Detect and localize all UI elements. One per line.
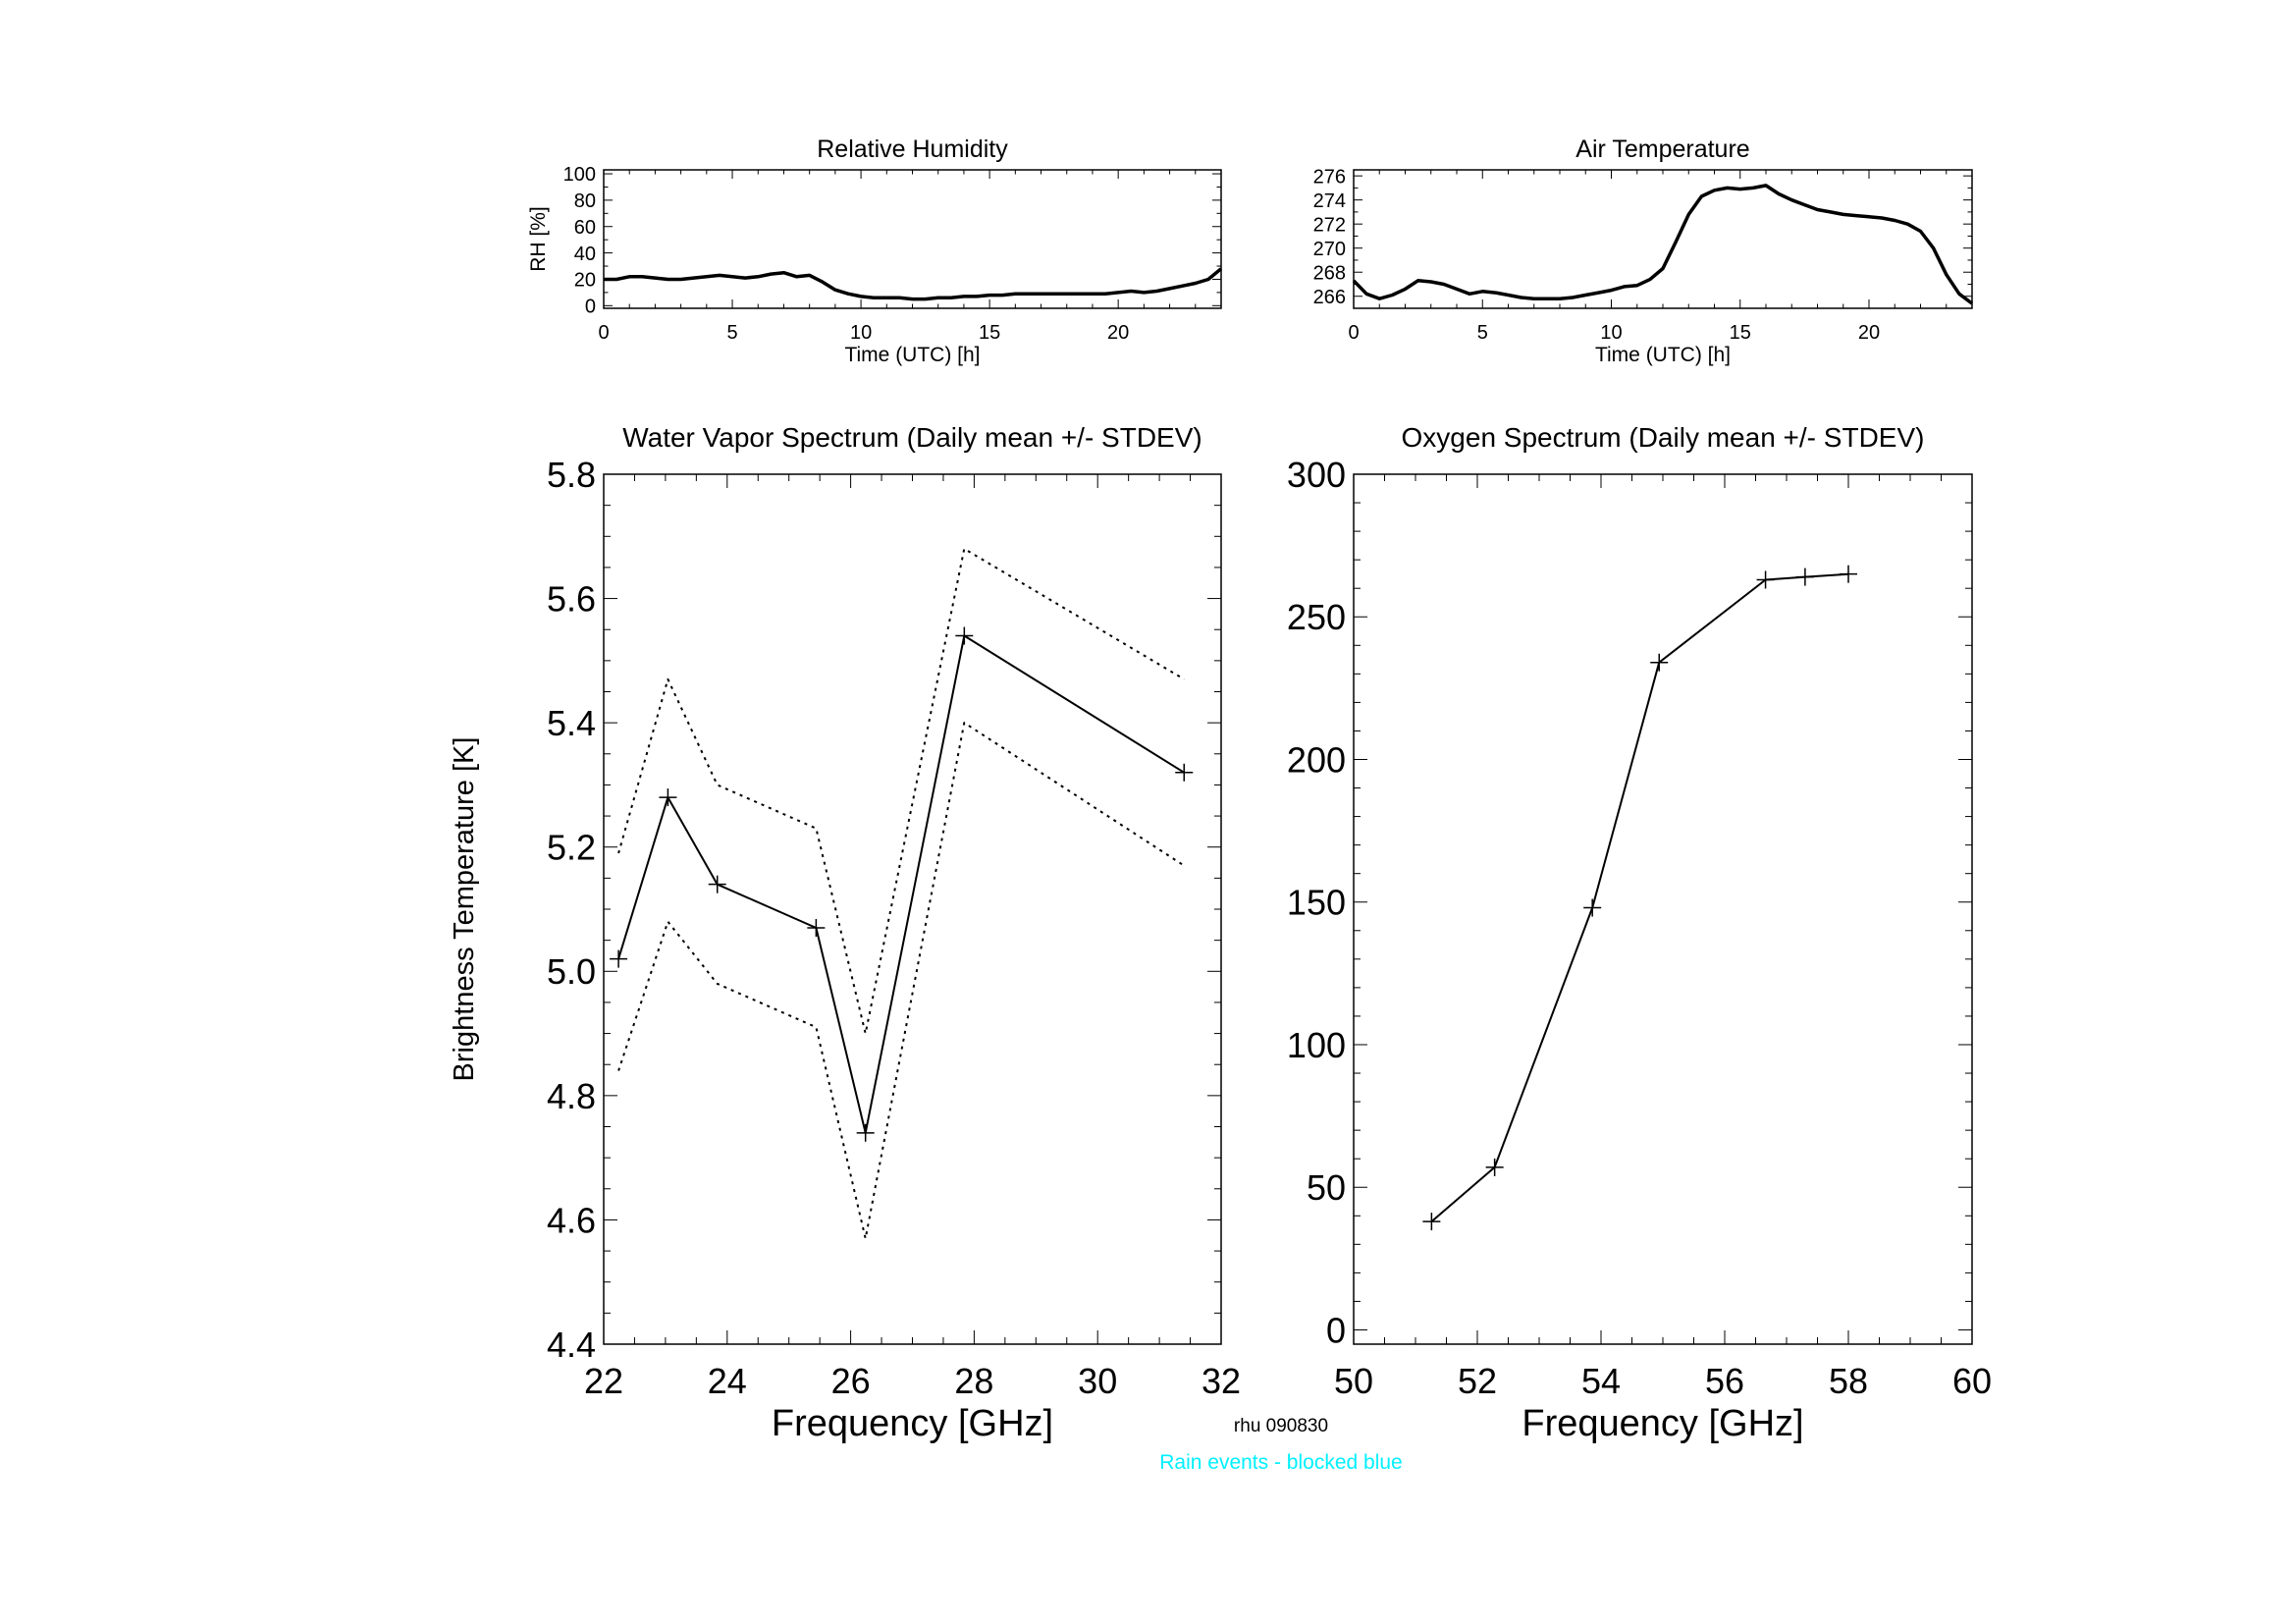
data-point-marker [1650, 653, 1669, 672]
x-tick-label: 52 [1458, 1361, 1497, 1401]
data-point-marker [856, 1123, 875, 1142]
y-tick-label: 100 [563, 164, 596, 186]
water-vapor-spectrum-panel: 22 24 26 28 30 32 4.4 4.6 4.8 5.0 5.2 5.4 5.6 5.8 Wate… [449, 422, 1241, 1444]
x-axis-label: Frequency [GHz] [772, 1403, 1053, 1444]
x-tick-label: 15 [979, 322, 1000, 344]
x-tick-label: 32 [1201, 1361, 1241, 1401]
y-tick-label: 0 [585, 297, 596, 318]
x-tick-label: 24 [708, 1361, 747, 1401]
y-axis-label: RH [%] [527, 206, 550, 272]
data-point-marker [1795, 568, 1814, 586]
x-tick-label: 60 [1952, 1361, 1992, 1401]
data-point-marker [1422, 1213, 1441, 1231]
chart-title: Water Vapor Spectrum (Daily mean +/- STD… [622, 422, 1202, 453]
y-tick-label: 268 [1313, 262, 1346, 284]
y-tick-label: 250 [1287, 597, 1346, 637]
y-tick-label: 5.2 [547, 828, 596, 868]
data-point-marker [659, 788, 677, 807]
y-tick-label: 60 [574, 217, 596, 239]
x-tick-label: 20 [1107, 322, 1129, 344]
rain-events-note: Rain events - blocked blue [1159, 1451, 1403, 1474]
oxygen-spectrum-panel: 50 52 54 56 58 60 0 50 100 150 200 250 300 Oxygen Spe… [1287, 422, 1992, 1444]
x-tick-label: 5 [1477, 322, 1488, 344]
y-tick-label: 270 [1313, 239, 1346, 260]
x-tick-label: 10 [1600, 322, 1622, 344]
x-tick-label: 5 [726, 322, 737, 344]
series-line [604, 267, 1223, 301]
y-tick-label: 276 [1313, 166, 1346, 188]
y-tick-label: 5.4 [547, 703, 596, 743]
x-tick-label: 30 [1078, 1361, 1117, 1401]
stdev-bound-line [617, 547, 1185, 1035]
y-tick-label: 100 [1287, 1025, 1346, 1065]
y-tick-label: 274 [1313, 190, 1346, 212]
stdev-bound-line [617, 722, 1185, 1240]
y-tick-label: 20 [574, 270, 596, 292]
data-point-marker [708, 875, 726, 893]
x-axis-label: Time (UTC) [h] [844, 344, 980, 366]
x-tick-label: 50 [1334, 1361, 1373, 1401]
x-axis-label: Frequency [GHz] [1522, 1403, 1803, 1444]
data-point-marker [610, 949, 628, 968]
y-axis-label: Brightness Temperature [K] [449, 737, 480, 1082]
data-point-marker [1756, 570, 1775, 589]
x-tick-label: 22 [584, 1361, 623, 1401]
y-tick-label: 272 [1313, 214, 1346, 236]
y-tick-label: 5.8 [547, 455, 596, 495]
y-tick-label: 4.4 [547, 1325, 596, 1365]
y-tick-label: 300 [1287, 455, 1346, 495]
data-point-marker [807, 918, 826, 937]
data-point-marker [1840, 565, 1857, 583]
station-date-label: rhu 090830 [1233, 1416, 1329, 1436]
y-tick-label: 40 [574, 243, 596, 265]
x-tick-label: 54 [1581, 1361, 1621, 1401]
x-tick-label: 0 [1348, 322, 1359, 344]
data-point-marker [955, 626, 974, 645]
x-tick-label: 28 [954, 1361, 993, 1401]
chart-title: Air Temperature [1575, 135, 1749, 163]
y-tick-label: 200 [1287, 739, 1346, 780]
relative-humidity-panel: 0 5 10 15 20 0 20 40 60 80 100 Relative Humidity Tim… [527, 135, 1223, 366]
x-axis-label: Time (UTC) [h] [1595, 344, 1731, 366]
x-tick-label: 10 [850, 322, 872, 344]
x-tick-label: 26 [831, 1361, 871, 1401]
y-tick-label: 80 [574, 190, 596, 212]
y-tick-label: 0 [1326, 1310, 1346, 1350]
x-tick-label: 20 [1858, 322, 1880, 344]
y-tick-label: 50 [1307, 1167, 1346, 1208]
x-tick-label: 56 [1705, 1361, 1744, 1401]
data-point-marker [1485, 1158, 1504, 1176]
y-tick-label: 4.8 [547, 1076, 596, 1116]
x-tick-label: 15 [1730, 322, 1751, 344]
chart-title: Oxygen Spectrum (Daily mean +/- STDEV) [1402, 422, 1925, 453]
series-line [1352, 184, 1974, 305]
data-point-marker [1175, 763, 1194, 782]
chart-title: Relative Humidity [817, 135, 1008, 163]
x-tick-label: 0 [598, 322, 609, 344]
data-point-marker [1583, 898, 1602, 917]
y-tick-label: 266 [1313, 287, 1346, 308]
y-tick-label: 5.0 [547, 951, 596, 992]
y-tick-label: 4.6 [547, 1200, 596, 1240]
y-tick-label: 150 [1287, 883, 1346, 923]
y-tick-label: 5.6 [547, 579, 596, 620]
x-tick-label: 58 [1829, 1361, 1868, 1401]
